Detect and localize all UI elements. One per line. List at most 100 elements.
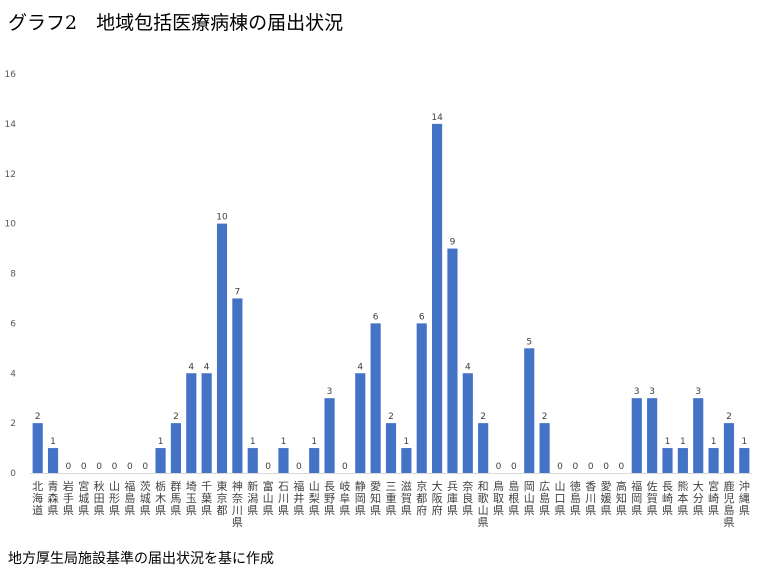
category-label-char: 県 [170,504,181,517]
category-label: 長野県 [324,480,335,517]
category-label-char: 長 [324,480,335,493]
category-label: 岡山県 [524,480,535,517]
category-label-char: 兵 [447,480,458,493]
data-label: 1 [680,437,686,447]
category-label-char: 川 [232,504,243,517]
category-label-char: 山 [263,492,274,505]
y-tick-label: 2 [10,419,16,429]
category-label-char: 城 [140,492,151,505]
bar [723,423,735,473]
category-label-char: 県 [447,504,458,517]
bar [370,323,381,473]
bar [677,448,688,473]
category-label-char: 崎 [662,491,673,505]
data-label: 1 [250,437,256,447]
category-label-char: 森 [48,491,59,505]
category-label: 島根県 [508,479,519,517]
category-label-char: 愛 [370,480,381,493]
category-label-char: 神 [232,479,243,493]
y-tick-label: 0 [10,469,16,479]
category-label: 熊本県 [677,479,688,517]
category-label: 埼玉県 [186,479,197,517]
category-label-char: 県 [601,504,612,517]
category-label: 新潟県 [247,479,258,517]
category-label-char: 知 [370,491,381,505]
category-label-char: 島 [124,491,135,505]
data-label: 4 [188,362,194,372]
category-label-char: 和 [478,480,489,493]
category-label-char: 口 [554,492,565,505]
category-label-char: 県 [370,504,381,517]
category-label-char: 県 [677,504,688,517]
category-label-char: 県 [554,504,565,517]
category-label-char: 宮 [708,479,719,493]
category-label: 沖縄県 [739,480,750,517]
category-label-char: 府 [416,503,427,517]
bar [201,373,212,473]
category-label: 京都府 [416,479,427,517]
y-tick-label: 8 [10,270,16,280]
data-label: 0 [127,462,133,472]
category-label-char: 県 [309,504,320,517]
bar [324,398,335,473]
category-label: 静岡県 [355,479,366,517]
data-label: 0 [572,462,578,472]
bar [385,423,397,473]
y-tick-label: 6 [10,319,16,329]
data-label: 0 [296,462,302,472]
bar [708,448,719,473]
category-label-char: 馬 [170,492,181,505]
category-label-char: 県 [339,504,350,517]
category-label-char: 形 [109,492,120,505]
data-label: 3 [649,387,655,397]
data-label: 0 [81,462,87,472]
bar [478,423,489,473]
category-label-char: 県 [232,516,243,529]
category-label-char: 県 [109,504,120,517]
category-label: 佐賀県 [647,479,658,517]
bar [539,423,550,473]
category-label-char: 栃 [155,479,166,493]
category-label-char: 県 [186,504,197,517]
category-label-char: 手 [63,491,74,505]
category-label-char: 県 [278,504,289,517]
bar [309,448,320,473]
category-label-char: 県 [693,504,704,517]
category-label-char: 岩 [63,479,74,493]
category-label-char: 県 [386,504,397,517]
category-label-char: 県 [263,504,274,517]
category-label: 大分県 [693,479,704,517]
category-label: 滋賀県 [401,480,412,517]
category-label: 香川県 [585,480,596,517]
category-label: 大阪府 [432,479,443,517]
category-label: 奈良県 [462,479,473,517]
category-label-char: 県 [708,504,719,517]
category-label-char: 長 [662,480,673,493]
data-label: 0 [142,462,148,472]
category-label-char: 知 [616,491,627,505]
bar [432,123,443,473]
category-label: 兵庫県 [447,480,458,517]
category-label-char: 府 [432,503,443,517]
category-label-char: 岡 [355,492,366,505]
category-label-char: 縄 [739,491,750,505]
category-label-char: 鹿 [723,479,734,493]
category-label-char: 東 [217,480,228,493]
category-label-char: 県 [462,504,473,517]
data-label: 0 [511,462,517,472]
bar [216,223,228,473]
data-label: 2 [542,412,548,422]
category-label-char: 梨 [309,491,320,505]
data-label: 0 [619,462,625,472]
bar [401,448,412,473]
category-label-char: 県 [78,504,89,517]
category-label-char: 県 [524,504,535,517]
data-label: 1 [158,437,164,447]
category-label-char: 歌 [478,491,489,505]
category-label-char: 京 [217,491,228,505]
category-label: 愛媛県 [601,480,612,517]
category-label-char: 埼 [186,479,197,493]
bar [32,423,43,473]
